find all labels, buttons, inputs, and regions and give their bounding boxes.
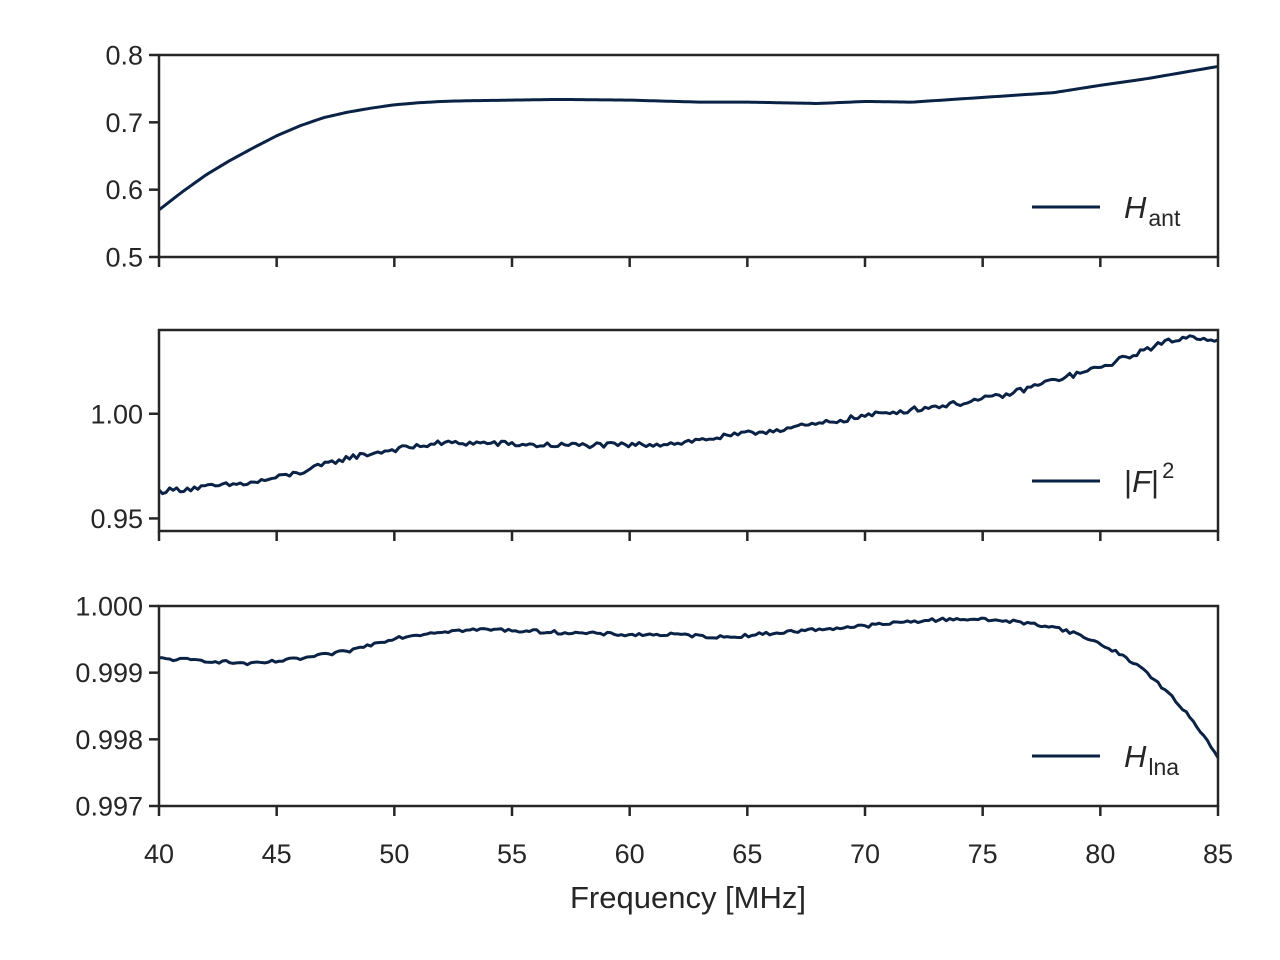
x-tick-label: 55 [497,839,527,869]
y-tick-label-lna: 0.999 [75,658,143,688]
x-tick-label: 40 [144,839,174,869]
x-tick-label: 50 [379,839,409,869]
series-line-ant [158,64,1219,212]
panel-f-squared: 0.95 1.00 |F| 2 [90,328,1220,541]
axes-frame-lna [157,604,1220,808]
x-tick-label: 70 [850,839,880,869]
panel-h-lna: 0.997 0.998 0.999 1.000 40 45 50 55 60 65 70 75 80 85… [75,592,1233,870]
x-tick-label: 60 [615,839,645,869]
x-tick-label: 65 [732,839,762,869]
series-line-f2 [157,334,1219,496]
y-tick-label-ant: 0.8 [105,41,143,71]
x-axis-title: Frequency [MHz] [570,880,806,915]
x-tick-label: 75 [968,839,998,869]
y-tick-label-lna: 0.998 [75,725,143,755]
legend-label-f2: |F| 2 [1124,458,1174,499]
y-tick-label-ant: 0.7 [105,108,143,138]
panel-h-ant: 0.5 0.6 0.7 0.8 Hant [105,41,1220,273]
legend-f2: |F| 2 [1032,458,1174,499]
series-line-lna [158,616,1220,759]
y-tick-label-f2: 1.00 [90,399,143,429]
axes-frame-f2 [157,328,1220,533]
x-tick-label: 80 [1085,839,1115,869]
y-tick-label-lna: 0.997 [75,792,143,822]
legend-label-lna: Hlna [1124,739,1179,780]
legend-label-ant: Hant [1124,190,1181,231]
y-tick-label-ant: 0.6 [105,175,143,205]
y-tick-label-ant: 0.5 [105,243,143,273]
y-tick-label-lna: 1.000 [75,592,143,622]
axes-frame-ant [157,53,1220,259]
x-tick-label: 45 [262,839,292,869]
x-tick-label: 85 [1203,839,1233,869]
legend-lna: Hlna [1032,739,1179,780]
legend-ant: Hant [1032,190,1181,231]
y-tick-label-f2: 0.95 [90,504,143,534]
